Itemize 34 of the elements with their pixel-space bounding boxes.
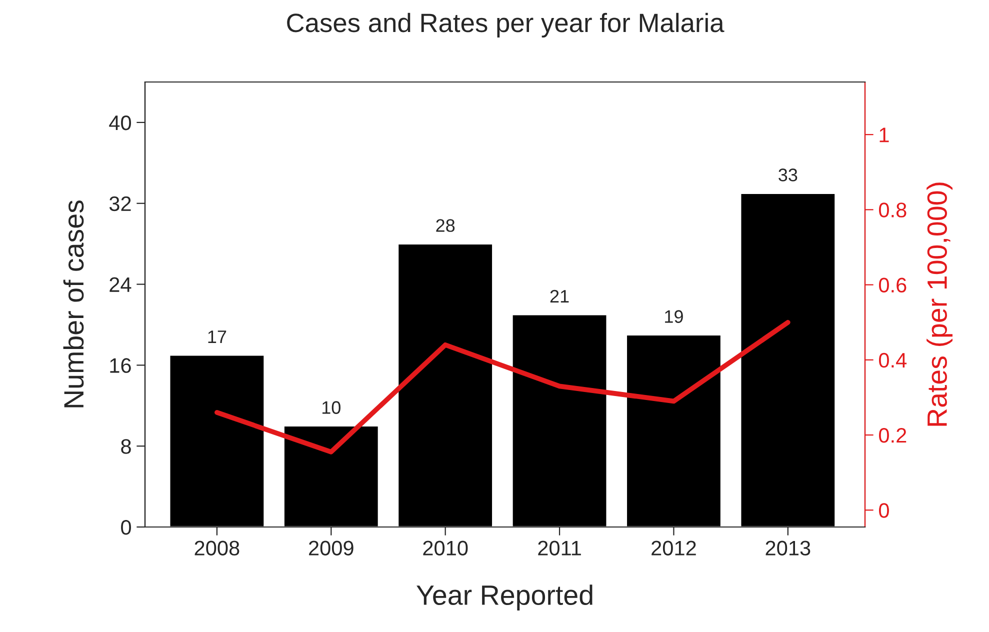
- x-tick-label: 2013: [766, 540, 810, 556]
- bar: [626, 334, 722, 527]
- bar: [168, 354, 266, 527]
- data-label: 19: [665, 310, 683, 323]
- data-label: 10: [322, 401, 340, 414]
- y-tick-label: 16: [110, 358, 131, 373]
- data-label: 33: [778, 168, 798, 182]
- x-tick-label: 2010: [423, 540, 468, 556]
- y-tick-label: 8: [121, 439, 131, 454]
- y2-axis-title: Rates (per 100,000): [926, 182, 952, 426]
- chart-title: Cases and Rates per year for Malaria: [287, 12, 724, 38]
- bar: [397, 243, 494, 527]
- x-tick-label: 2012: [652, 540, 696, 556]
- x-tick-label: 2011: [538, 540, 581, 556]
- bar: [511, 314, 608, 527]
- data-label: 28: [436, 219, 455, 232]
- data-label: 21: [550, 290, 569, 303]
- x-axis-title: Year Reported: [416, 584, 592, 611]
- x-tick-label: 2008: [194, 540, 240, 556]
- data-label: 17: [208, 330, 226, 343]
- y-tick-label: 32: [109, 196, 131, 212]
- y-tick-label: 40: [109, 115, 131, 130]
- y-tick-label: 24: [110, 277, 132, 292]
- x-tick-label: 2009: [309, 540, 354, 556]
- y2-tick-label: 0.8: [879, 202, 906, 218]
- y-axis-title: Number of cases: [63, 200, 84, 408]
- y-tick-label: 0: [121, 520, 131, 535]
- y2-tick-label: 0.6: [879, 278, 906, 293]
- y2-tick-label: 1: [880, 128, 889, 142]
- bar: [740, 192, 836, 527]
- y2-tick-label: 0.2: [879, 428, 906, 443]
- y2-tick-label: 0.4: [879, 352, 907, 368]
- bar: [283, 425, 380, 527]
- y2-tick-label: 0: [879, 503, 889, 518]
